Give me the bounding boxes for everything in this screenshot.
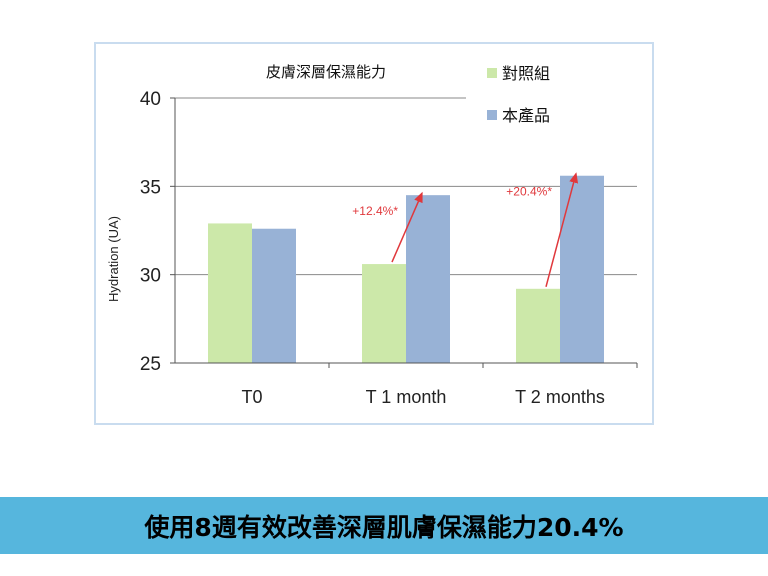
- legend-swatch-product: [487, 110, 497, 120]
- chart-frame: 25 30 35 40 T0 T 1 month T 2 months +12.4%* +20…: [94, 42, 654, 425]
- x-tick-label: T 2 months: [515, 387, 605, 407]
- legend-label-control: 對照組: [502, 65, 550, 83]
- y-tick-label: 40: [140, 89, 161, 110]
- y-tick-label: 30: [140, 266, 161, 287]
- summary-banner: 使用8週有效改善深層肌膚保濕能力20.4%: [0, 497, 768, 554]
- bar-product: [406, 195, 450, 363]
- increase-arrow: [545, 172, 579, 287]
- y-tick-label: 35: [140, 177, 161, 198]
- x-tick-label: T0: [241, 387, 262, 407]
- bar-control: [516, 288, 560, 363]
- chart-title: 皮膚深層保濕能力: [266, 64, 386, 81]
- bar-product: [560, 175, 604, 363]
- hydration-bar-chart: 25 30 35 40 T0 T 1 month T 2 months +12.4%* +20…: [106, 64, 638, 407]
- bar-control: [362, 264, 406, 363]
- bar-product: [252, 228, 296, 363]
- legend-swatch-control: [487, 68, 497, 78]
- increase-arrow: [391, 191, 423, 263]
- bar-control: [208, 223, 252, 363]
- increase-label: +20.4%*: [506, 185, 552, 199]
- y-axis-title: Hydration (UA): [106, 216, 121, 302]
- increase-label: +12.4%*: [352, 204, 398, 218]
- banner-text: 使用8週有效改善深層肌膚保濕能力20.4%: [144, 512, 624, 542]
- x-tick-label: T 1 month: [366, 387, 447, 407]
- y-tick-label: 25: [140, 354, 161, 375]
- legend-label-product: 本產品: [502, 107, 550, 125]
